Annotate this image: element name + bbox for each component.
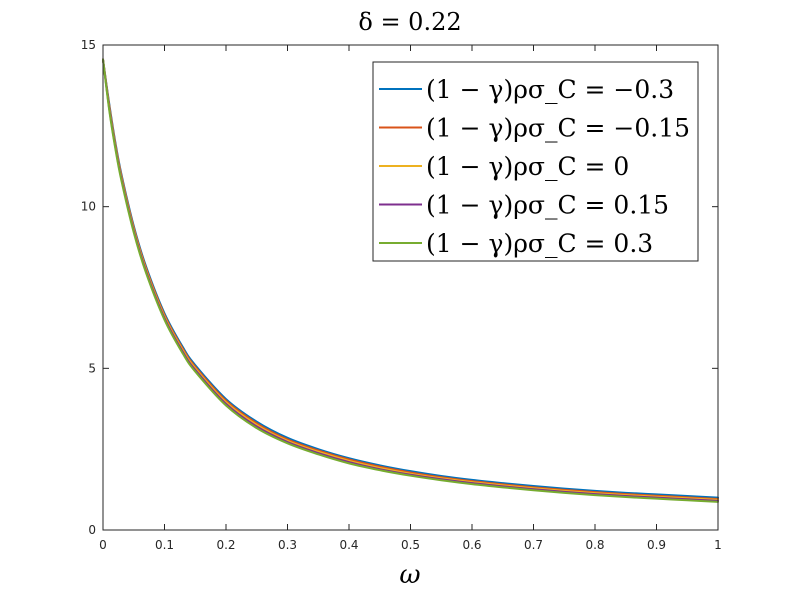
x-tick-label: 0.4 (339, 538, 358, 552)
y-tick-label: 10 (81, 200, 96, 214)
legend-label-4: (1 − γ)ρσ_C = 0.15 (426, 191, 669, 220)
y-tick-label: 5 (88, 361, 96, 375)
x-tick-label: 0.6 (462, 538, 481, 552)
x-tick-label: 0 (99, 538, 107, 552)
x-tick-label: 0.1 (155, 538, 174, 552)
x-tick-label: 0.8 (585, 538, 604, 552)
x-tick-label: 0.2 (216, 538, 235, 552)
x-tick-label: 1 (714, 538, 722, 552)
legend-box (372, 61, 699, 262)
x-axis-label: ω (399, 560, 420, 590)
x-axis: 0 0.1 0.2 0.3 0.4 0.5 0.6 0.7 0.8 0.9 1 (99, 45, 722, 552)
y-tick-label: 15 (81, 38, 96, 52)
series-line-5 (102, 58, 719, 503)
legend: (1 − γ)ρσ_C = −0.3 (1 − γ)ρσ_C = −0.15 (1 … (372, 61, 699, 262)
x-tick-label: 0.3 (278, 538, 297, 552)
y-axis: 0 5 10 15 (81, 38, 718, 537)
y-tick-label: 0 (88, 523, 96, 537)
series-layer (102, 58, 719, 503)
legend-label-3: (1 − γ)ρσ_C = 0 (426, 152, 629, 181)
chart-title: δ = 0.22 (358, 8, 461, 36)
x-tick-label: 0.5 (401, 538, 420, 552)
legend-label-2: (1 − γ)ρσ_C = −0.15 (426, 114, 690, 143)
legend-label-1: (1 − γ)ρσ_C = −0.3 (426, 75, 674, 104)
x-tick-label: 0.7 (524, 538, 543, 552)
x-tick-label: 0.9 (647, 538, 666, 552)
legend-label-5: (1 − γ)ρσ_C = 0.3 (426, 229, 653, 258)
